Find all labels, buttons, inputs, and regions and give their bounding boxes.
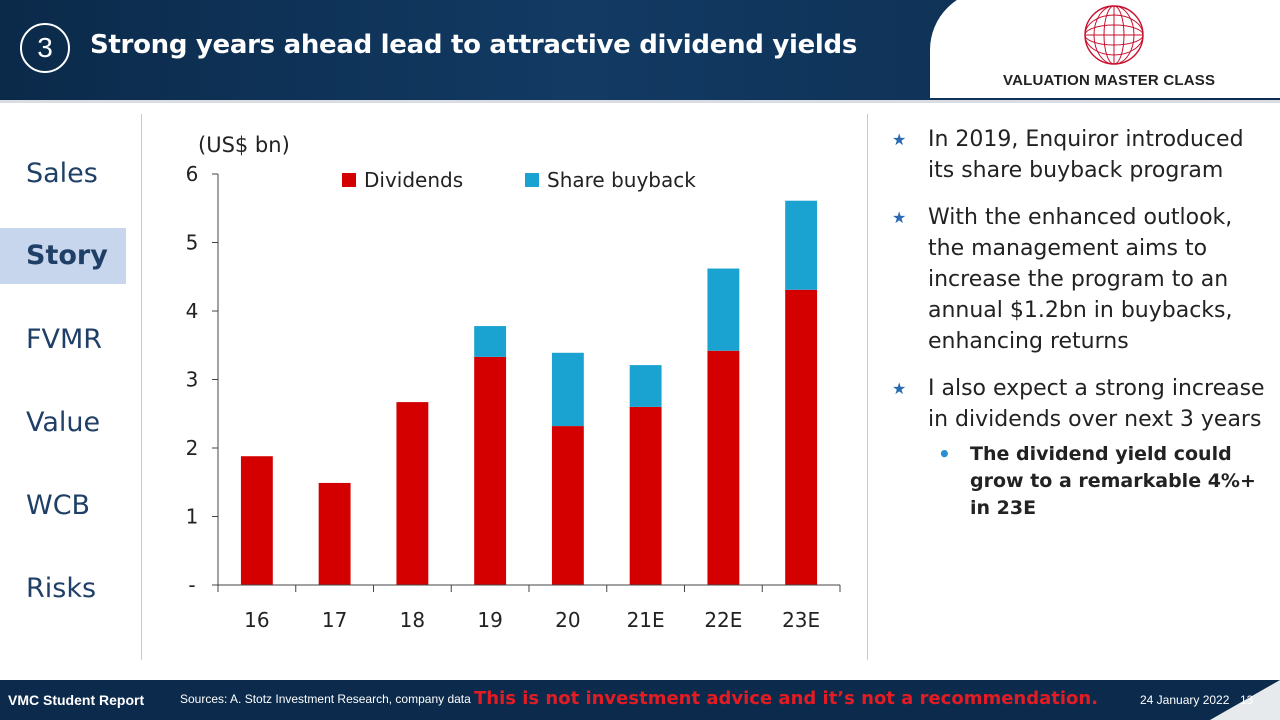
legend-swatch [525,173,539,187]
bar-dividends [707,350,740,585]
bullet-item: ★ With the enhanced outlook, the managem… [892,202,1272,357]
sub-bullet-text: The dividend yield could grow to a remar… [970,443,1256,519]
star-bullet-icon: ★ [892,130,907,149]
dot-bullet-icon: • [938,442,951,466]
sidebar-divider [141,114,142,660]
sidebar-item-story[interactable]: Story [0,228,126,284]
footer-date: 24 January 2022 [1140,693,1230,707]
bar-share-buyback [707,268,740,351]
y-tick-label: 3 [186,368,199,392]
sub-bullet-item: • The dividend yield could grow to a rem… [892,441,1272,522]
footer-bar: VMC Student Report Sources: A. Stotz Inv… [0,680,1280,720]
chart-legend: Dividends Share buyback [342,168,696,192]
bar-dividends [318,482,351,585]
bullet-text: With the enhanced outlook, the managemen… [928,205,1233,354]
star-bullet-icon: ★ [892,379,907,398]
footer-disclaimer: This is not investment advice and it’s n… [474,688,1099,709]
sidebar-item-fvmr[interactable]: FVMR [26,324,103,355]
y-tick-label: 5 [186,231,199,255]
star-bullet-icon: ★ [892,208,907,227]
x-tick-label: 20 [555,608,580,632]
x-tick-label: 18 [400,608,425,632]
x-tick-label: 23E [782,608,820,632]
x-tick-label: 22E [704,608,742,632]
chart-bars [240,200,818,585]
bar-dividends [551,426,584,585]
x-tick-label: 17 [322,608,347,632]
page-title: Strong years ahead lead to attractive di… [90,30,858,60]
bullet-text: I also expect a strong increase in divid… [928,376,1265,432]
bullet-item: ★ I also expect a strong increase in div… [892,373,1272,435]
y-tick-label: 4 [186,299,199,323]
bar-share-buyback [551,352,584,427]
footer-report-name: VMC Student Report [8,692,145,708]
x-tick-label: 19 [477,608,502,632]
legend-swatch [342,173,356,187]
footer-sources: Sources: A. Stotz Investment Research, c… [180,692,471,706]
x-tick-label: 16 [244,608,269,632]
bar-dividends [474,356,507,585]
chart-unit-label: (US$ bn) [198,133,290,157]
header-divider [0,100,1280,103]
chart-x-axis: 16 17 18 19 20 21E 22E 23E [217,584,841,632]
bullet-item: ★ In 2019, Enquiror introduced its share… [892,124,1272,186]
section-number-badge: 3 [20,23,70,73]
bar-dividends [785,289,818,585]
bar-dividends [240,456,273,585]
y-tick-label: - [188,573,195,597]
content-divider [867,114,868,660]
sidebar-item-value[interactable]: Value [26,407,101,438]
bar-share-buyback [629,365,662,407]
sidebar-item-wcb[interactable]: WCB [26,490,91,521]
bar-share-buyback [785,200,818,290]
sidebar-item-sales[interactable]: Sales [26,158,98,189]
x-tick-label: 21E [627,608,665,632]
footer-corner-decoration [1210,680,1280,720]
bar-dividends [629,406,662,585]
chart-y-axis: - 1 2 3 4 5 6 [186,162,219,597]
globe-logo-icon [1084,5,1144,65]
legend-label: Dividends [364,168,463,192]
legend-label: Share buyback [547,168,696,192]
y-tick-label: 1 [186,505,199,529]
bar-share-buyback [474,326,507,357]
bullet-text: In 2019, Enquiror introduced its share b… [928,127,1244,183]
header-bar: 3 Strong years ahead lead to attractive … [0,0,1280,100]
y-tick-label: 6 [186,162,199,186]
commentary-list: ★ In 2019, Enquiror introduced its share… [892,124,1272,522]
logo-text: VALUATION MASTER CLASS [1003,72,1216,89]
sidebar-item-risks[interactable]: Risks [26,573,97,604]
y-tick-label: 2 [186,436,199,460]
dividend-buyback-chart: (US$ bn) Dividends Share buyback -123456 … [186,133,841,632]
bar-dividends [396,402,429,585]
